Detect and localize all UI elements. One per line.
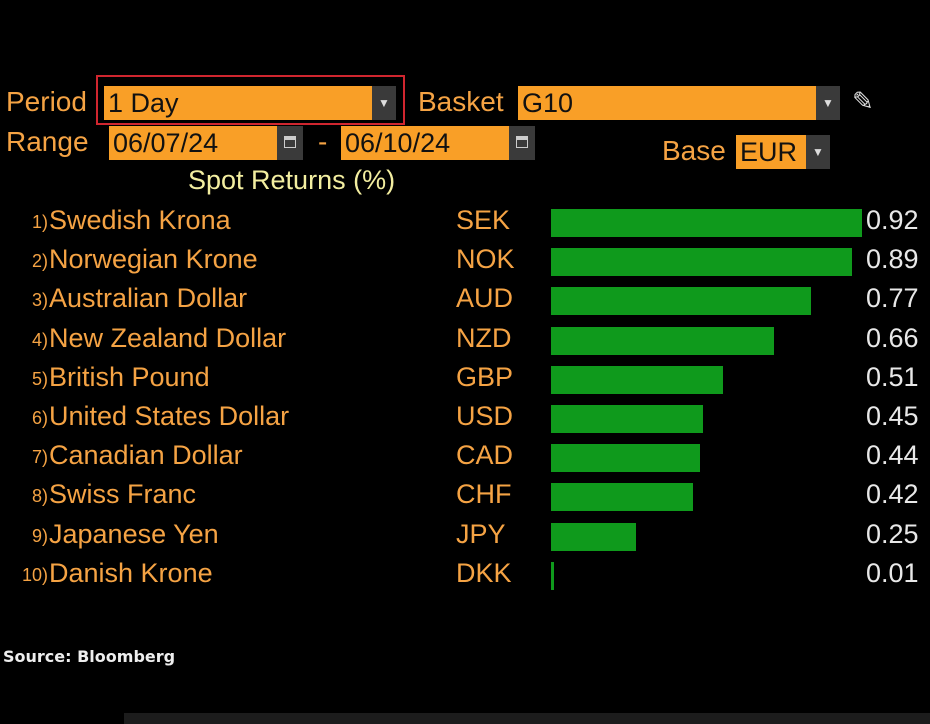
bar-row[interactable]: 1) Swedish Krona SEK 0.92 bbox=[0, 203, 930, 242]
value-label: 0.92 bbox=[866, 205, 919, 235]
bar bbox=[551, 365, 724, 394]
currency-code: AUD bbox=[456, 283, 514, 314]
currency-code: DKK bbox=[456, 557, 512, 588]
currency-code: GBP bbox=[456, 361, 514, 392]
currency-code: NZD bbox=[456, 322, 512, 353]
period-highlight bbox=[96, 75, 405, 125]
value-label: 0.44 bbox=[866, 440, 919, 471]
rank: 4) bbox=[31, 329, 48, 350]
bar-row[interactable]: 10) Danish Krone DKK 0.01 bbox=[0, 556, 930, 595]
value-label: 0.66 bbox=[866, 322, 919, 353]
currency-code: CAD bbox=[456, 440, 514, 471]
bar bbox=[551, 209, 862, 237]
period-dropdown-icon[interactable]: ▼ bbox=[372, 86, 396, 120]
value-label: 0.25 bbox=[866, 518, 919, 549]
period-select[interactable]: 1 Day bbox=[104, 86, 372, 120]
bar bbox=[551, 248, 852, 277]
bar bbox=[551, 522, 636, 551]
chart-title: Spot Returns (%) bbox=[188, 165, 396, 195]
bar bbox=[551, 326, 775, 355]
currency-code: SEK bbox=[456, 205, 511, 235]
currency-code: CHF bbox=[456, 479, 512, 510]
bottom-bar bbox=[124, 713, 930, 724]
base-label: Base bbox=[662, 135, 726, 166]
bar-row[interactable]: 3) Australian Dollar AUD 0.77 bbox=[0, 281, 930, 320]
currency-name: Norwegian Krone bbox=[49, 244, 258, 275]
range-label: Range bbox=[6, 126, 89, 157]
rank: 3) bbox=[31, 290, 48, 311]
bar-row[interactable]: 6) United States Dollar USD 0.45 bbox=[0, 399, 930, 438]
bar bbox=[551, 405, 704, 433]
currency-code: JPY bbox=[456, 518, 506, 549]
currency-name: Danish Krone bbox=[49, 557, 213, 588]
bar bbox=[551, 561, 555, 590]
range-separator: - bbox=[318, 126, 328, 157]
value-label: 0.89 bbox=[866, 244, 919, 275]
base-select[interactable]: EUR bbox=[736, 135, 806, 169]
rank: 9) bbox=[31, 525, 48, 546]
currency-code: NOK bbox=[456, 244, 515, 275]
currency-name: Japanese Yen bbox=[49, 518, 219, 549]
currency-name: British Pound bbox=[49, 361, 210, 392]
calendar-icon[interactable] bbox=[277, 126, 303, 160]
rank: 7) bbox=[31, 447, 48, 468]
bar-row[interactable]: 7) Canadian Dollar CAD 0.44 bbox=[0, 438, 930, 477]
rank: 8) bbox=[31, 486, 48, 507]
bar-row[interactable]: 9) Japanese Yen JPY 0.25 bbox=[0, 517, 930, 556]
bar-row[interactable]: 8) Swiss Franc CHF 0.42 bbox=[0, 477, 930, 516]
value-label: 0.42 bbox=[866, 479, 919, 510]
bar-row[interactable]: 5) British Pound GBP 0.51 bbox=[0, 360, 930, 399]
currency-name: Canadian Dollar bbox=[49, 440, 243, 471]
bar-row[interactable]: 4) New Zealand Dollar NZD 0.66 bbox=[0, 321, 930, 360]
rank: 10) bbox=[22, 564, 49, 585]
bar bbox=[551, 287, 812, 316]
currency-name: United States Dollar bbox=[49, 401, 290, 431]
value-label: 0.51 bbox=[866, 361, 919, 392]
base-dropdown-icon[interactable]: ▼ bbox=[806, 135, 830, 169]
bar bbox=[551, 444, 700, 473]
basket-select[interactable]: G10 bbox=[518, 86, 816, 120]
range-start-input[interactable]: 06/07/24 bbox=[109, 126, 277, 160]
currency-name: Swedish Krona bbox=[49, 205, 231, 235]
value-label: 0.77 bbox=[866, 283, 919, 314]
bar-row[interactable]: 2) Norwegian Krone NOK 0.89 bbox=[0, 242, 930, 281]
rank: 5) bbox=[31, 368, 48, 389]
rank: 2) bbox=[31, 251, 48, 272]
basket-dropdown-icon[interactable]: ▼ bbox=[816, 86, 840, 120]
currency-name: Swiss Franc bbox=[49, 479, 197, 510]
bar bbox=[551, 483, 693, 512]
currency-code: USD bbox=[456, 401, 514, 431]
rank: 1) bbox=[31, 212, 48, 232]
period-label: Period bbox=[6, 86, 87, 117]
currency-name: New Zealand Dollar bbox=[49, 322, 287, 353]
source-note: Source: Bloomberg bbox=[3, 647, 176, 666]
pencil-icon[interactable]: ✎ bbox=[852, 86, 874, 116]
value-label: 0.45 bbox=[866, 401, 919, 431]
range-end-input[interactable]: 06/10/24 bbox=[341, 126, 509, 160]
rank: 6) bbox=[31, 408, 48, 428]
basket-label: Basket bbox=[418, 86, 504, 117]
currency-name: Australian Dollar bbox=[49, 283, 248, 314]
calendar-icon[interactable] bbox=[509, 126, 535, 160]
value-label: 0.01 bbox=[866, 557, 919, 588]
